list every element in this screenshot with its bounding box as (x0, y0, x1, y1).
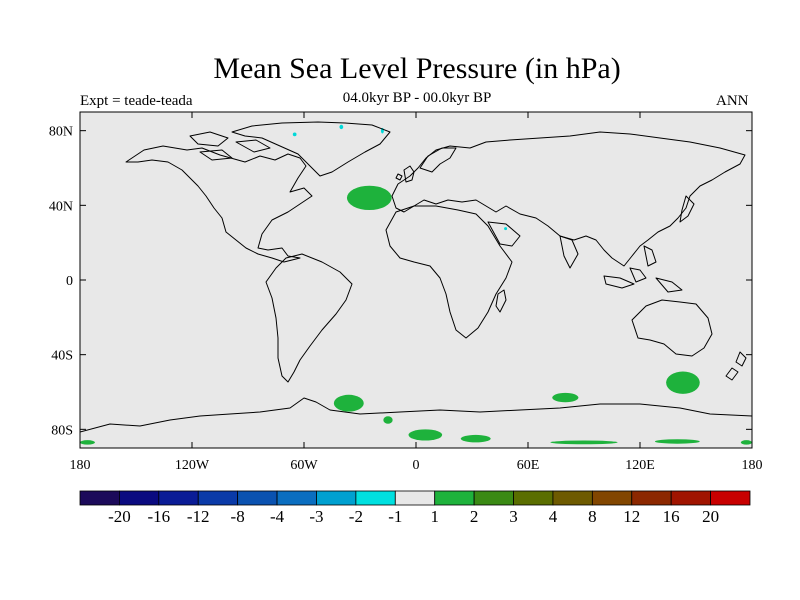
colorbar-label: 16 (663, 507, 680, 526)
colorbar-swatch (237, 490, 278, 506)
colorbar-swatch (710, 490, 751, 506)
colorbar-label: 8 (588, 507, 597, 526)
x-tick-label: 180 (70, 458, 91, 473)
x-tick-label: 60W (290, 458, 318, 473)
anomaly-indian-negative (504, 227, 508, 231)
anomaly-weddell-positive (383, 416, 393, 424)
coastline-australia (631, 299, 713, 357)
colorbar-label: 12 (623, 507, 640, 526)
colorbar-label: -4 (270, 507, 285, 526)
colorbar-swatch (473, 490, 514, 506)
colorbar-label: -12 (187, 507, 210, 526)
colorbar-swatch (197, 490, 239, 506)
x-tick-label: 0 (413, 458, 420, 473)
x-tick-label: 120E (625, 458, 655, 473)
colorbar-label: -1 (388, 507, 402, 526)
colorbar-swatch (552, 490, 593, 506)
x-tick-label: 120W (175, 458, 210, 473)
coastline-arctic-islands (189, 131, 271, 161)
anomaly-north-atlantic-positive (346, 185, 392, 210)
coastline-eurasia (391, 131, 746, 267)
coastline-indonesia (603, 245, 683, 293)
season-label: ANN (716, 93, 749, 109)
anomaly-greenland-negative-1 (339, 124, 344, 130)
anomaly-southern-indian-positive (552, 392, 579, 403)
anomaly-southern-ocean-australia-positive (666, 371, 700, 394)
coastline-madagascar (495, 289, 507, 313)
coastline-greenland (231, 121, 391, 177)
y-tick-label: 80S (51, 423, 73, 438)
anomaly-antarctic-coast-positive-5 (80, 440, 95, 445)
coastline-japan (679, 195, 695, 223)
colorbar-swatch (276, 490, 317, 506)
colorbar-swatch (79, 490, 120, 506)
anomaly-greenland-negative-3 (292, 132, 297, 137)
y-tick-label: 40S (51, 349, 73, 364)
coastline-scandinavia (419, 147, 457, 173)
coastline-africa (385, 205, 513, 339)
colorbar-swatch (394, 490, 436, 506)
colorbar-label: -16 (147, 507, 170, 526)
colorbar-swatch (434, 490, 475, 506)
colorbar-label: 1 (430, 507, 439, 526)
coastline-british-isles (395, 165, 415, 183)
experiment-label: Expt = teade-teada (80, 93, 193, 109)
anomaly-antarctic-coast-positive-6 (740, 440, 752, 445)
colorbar-label: -3 (309, 507, 323, 526)
map-axes: 180 120W 60W 0 60E 120E 180 80N 40N 0 40S 80S (49, 112, 763, 473)
coastline-antarctica (80, 397, 752, 433)
colorbar-label: 3 (509, 507, 518, 526)
anomaly-antarctic-coast-positive-3 (550, 440, 618, 445)
colorbar-swatch (631, 490, 672, 506)
colorbar-label: -20 (108, 507, 131, 526)
colorbar-label: -8 (231, 507, 245, 526)
coastline-south-america (265, 253, 353, 383)
anomaly-antarctic-coast-positive-1 (408, 429, 443, 441)
anomaly-antarctic-coast-positive-2 (460, 434, 491, 443)
anomaly-layer (80, 124, 752, 445)
colorbar-swatch (670, 490, 711, 506)
y-tick-label: 40N (49, 199, 73, 214)
colorbar-label: -2 (349, 507, 363, 526)
map-title: Mean Sea Level Pressure (in hPa) (213, 52, 621, 85)
coastline-arabia-india (487, 221, 579, 269)
coastline-new-zealand (725, 351, 747, 381)
colorbar-swatch (355, 490, 396, 506)
anomaly-antarctic-coast-positive-4 (654, 439, 700, 444)
x-tick-label: 180 (742, 458, 763, 473)
x-tick-label: 60E (517, 458, 540, 473)
colorbar-label: 4 (549, 507, 558, 526)
anomaly-south-atlantic-positive (333, 394, 364, 412)
y-tick-label: 0 (66, 274, 73, 289)
colorbar-swatch (316, 490, 357, 506)
colorbar-swatch (119, 490, 160, 506)
colorbar-swatch (158, 490, 199, 506)
colorbar-label: 2 (470, 507, 479, 526)
colorbar-swatch (513, 490, 554, 506)
colorbar-label: 20 (702, 507, 719, 526)
coastline-north-america (125, 145, 313, 263)
y-tick-label: 80N (49, 125, 73, 140)
colorbar-swatch (591, 490, 633, 506)
map-subtitle: 04.0kyr BP - 00.0kyr BP (342, 90, 492, 106)
coastlines (80, 121, 752, 433)
